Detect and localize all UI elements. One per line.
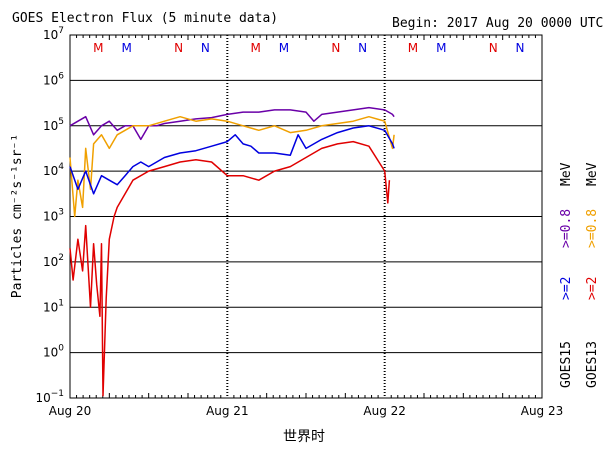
event-marker: M (408, 41, 418, 55)
y-tick-label: 10−1 (35, 389, 64, 405)
event-marker: N (515, 41, 524, 55)
event-marker: M (93, 41, 103, 55)
legend: GOES15 >=2 >=0.8 MeV GOES13 >=2 >=0.8 MeV (559, 162, 600, 388)
event-marker: N (331, 41, 340, 55)
y-tick-label: 106 (43, 71, 64, 87)
x-tick-labels: Aug 20 Aug 21 Aug 22 Aug 23 (49, 404, 564, 418)
legend-entry: >=0.8 (585, 209, 600, 248)
event-marker: M (250, 41, 260, 55)
series-line (69, 140, 391, 397)
event-marker: N (358, 41, 367, 55)
y-tick-label: 102 (43, 253, 64, 269)
legend-entry: >=2 (559, 277, 574, 300)
series-line (69, 115, 395, 218)
x-tick-label: Aug 23 (521, 404, 564, 418)
y-tick-label: 105 (43, 117, 64, 133)
x-tick-label: Aug 20 (49, 404, 92, 418)
x-axis-label: 世界时 (283, 429, 325, 445)
legend-unit: MeV (585, 162, 600, 186)
legend-column: GOES13 >=2 >=0.8 MeV (585, 162, 600, 388)
legend-satellite: GOES13 (585, 341, 600, 388)
legend-unit: MeV (559, 162, 574, 186)
y-axis-label: Particles cm⁻²s⁻¹sr⁻¹ (10, 134, 25, 298)
event-marker: N (174, 41, 183, 55)
legend-entry: >=0.8 (559, 209, 574, 248)
y-tick-label: 100 (43, 344, 64, 360)
x-tick-label: Aug 22 (363, 404, 406, 418)
event-marker: M (436, 41, 446, 55)
event-marker: N (201, 41, 210, 55)
data-series (69, 106, 395, 397)
begin-label: Begin: 2017 Aug 20 0000 UTC (392, 16, 603, 31)
event-marker: M (279, 41, 289, 55)
day-tick-marks (76, 35, 536, 398)
y-tick-label: 103 (43, 208, 64, 224)
y-tick-label: 107 (43, 26, 64, 42)
y-tick-labels: 10−1 100 101 102 103 104 105 106 107 (35, 26, 64, 405)
x-tick-label: Aug 21 (206, 404, 249, 418)
event-marker: M (121, 41, 131, 55)
series-line (69, 125, 395, 195)
series-line (69, 106, 395, 141)
chart-title: GOES Electron Flux (5 minute data) (12, 11, 278, 26)
legend-satellite: GOES15 (559, 341, 574, 388)
y-tick-label: 104 (43, 162, 64, 178)
legend-column: GOES15 >=2 >=0.8 MeV (559, 162, 574, 388)
y-tick-label: 101 (43, 298, 64, 314)
legend-entry: >=2 (585, 277, 600, 300)
event-marker: N (489, 41, 498, 55)
